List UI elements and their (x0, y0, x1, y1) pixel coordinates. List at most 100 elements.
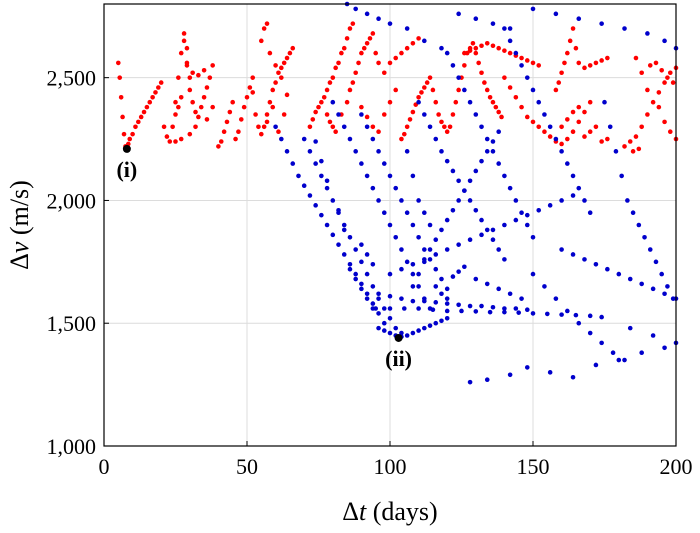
data-point (433, 237, 439, 243)
data-point (230, 99, 235, 105)
data-point (622, 26, 627, 31)
data-point (341, 124, 347, 130)
data-point (141, 109, 147, 115)
data-point (410, 40, 416, 46)
data-point (524, 212, 530, 218)
data-point (244, 95, 250, 100)
data-point (599, 340, 604, 346)
data-point (376, 149, 381, 154)
y-tick-label: 1,500 (47, 311, 97, 336)
data-point (404, 45, 410, 51)
data-point (350, 80, 356, 85)
data-point (570, 173, 576, 179)
data-point (261, 124, 267, 130)
data-point (364, 173, 370, 179)
data-point (645, 31, 650, 36)
data-point (599, 21, 604, 26)
data-point (502, 306, 507, 311)
data-point (178, 136, 184, 142)
data-point (387, 316, 393, 321)
data-point (321, 95, 327, 100)
data-point (393, 234, 399, 240)
data-point (653, 259, 659, 265)
data-point (313, 161, 318, 166)
data-point (467, 198, 473, 203)
data-point (582, 134, 587, 139)
data-point (393, 87, 399, 93)
data-point (324, 112, 330, 117)
data-point (410, 298, 416, 304)
y-axis-label: Δv (m/s) (5, 180, 34, 270)
data-point (118, 95, 124, 100)
data-point (462, 87, 467, 93)
data-point (513, 217, 519, 223)
data-point (662, 291, 667, 297)
data-point (319, 158, 324, 164)
data-point (479, 70, 484, 76)
data-point (147, 99, 153, 105)
data-point (181, 31, 187, 36)
data-point (339, 50, 344, 56)
data-point (381, 210, 387, 216)
data-point (587, 63, 593, 68)
data-point (444, 316, 450, 321)
data-point (496, 161, 501, 166)
data-point (201, 68, 207, 73)
data-point (196, 72, 201, 78)
data-point (184, 45, 190, 51)
data-point (419, 90, 424, 95)
data-point (444, 247, 450, 252)
data-point (493, 104, 499, 110)
data-point (433, 266, 439, 272)
data-point (364, 11, 370, 17)
data-point (647, 63, 653, 68)
data-point (462, 50, 467, 56)
data-point (513, 306, 519, 311)
data-point (150, 95, 155, 100)
data-point (190, 70, 195, 76)
data-point (479, 158, 484, 164)
data-point (376, 311, 381, 316)
data-point (582, 65, 587, 71)
data-point (479, 217, 484, 223)
data-point (479, 43, 484, 49)
data-point (665, 284, 670, 289)
data-point (376, 60, 381, 66)
data-point (482, 80, 487, 85)
data-point (556, 80, 562, 85)
data-point (284, 92, 290, 98)
data-point (296, 173, 301, 179)
data-point (490, 227, 496, 233)
data-point (416, 99, 421, 105)
data-point (324, 185, 330, 191)
data-point (330, 198, 336, 203)
data-point (507, 291, 513, 297)
data-point (530, 60, 536, 66)
data-point (381, 306, 387, 311)
x-tick-label: 100 (374, 454, 407, 479)
data-point (364, 296, 370, 301)
data-point (450, 207, 456, 213)
data-point (227, 109, 233, 115)
data-point (570, 129, 576, 134)
data-point (178, 50, 184, 56)
data-point (276, 129, 281, 134)
data-point (576, 119, 582, 125)
data-point (364, 40, 370, 46)
data-point (536, 63, 542, 68)
data-point (307, 124, 313, 130)
data-point (607, 124, 613, 130)
data-point (530, 234, 536, 240)
data-point (507, 185, 513, 191)
data-point (376, 129, 381, 134)
data-point (439, 291, 444, 297)
data-point (178, 95, 184, 100)
data-point (582, 198, 587, 203)
data-point (336, 207, 341, 213)
data-point (490, 139, 496, 144)
data-point (198, 104, 204, 110)
data-point (359, 242, 364, 247)
data-point (387, 99, 393, 105)
data-point (530, 87, 536, 93)
data-point (467, 379, 473, 385)
